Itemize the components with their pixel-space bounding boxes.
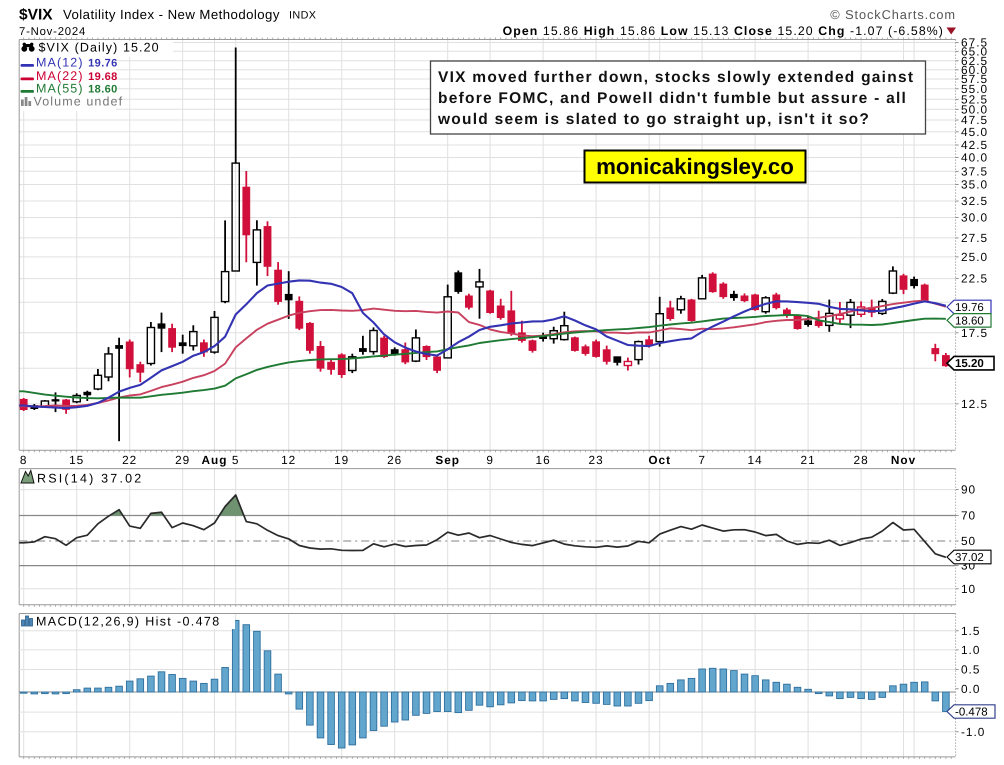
svg-text:0.0: 0.0 [961, 682, 980, 696]
svg-text:5: 5 [232, 453, 240, 467]
svg-text:16: 16 [536, 453, 551, 467]
svg-text:42.5: 42.5 [961, 138, 988, 152]
svg-text:19.76: 19.76 [955, 302, 984, 314]
svg-text:50: 50 [961, 534, 976, 548]
svg-text:22.5: 22.5 [961, 272, 988, 286]
svg-text:Oct: Oct [648, 453, 671, 467]
svg-text:$VIX: $VIX [19, 7, 53, 24]
svg-text:52.5: 52.5 [961, 92, 988, 106]
svg-text:26: 26 [387, 453, 402, 467]
svg-text:14: 14 [748, 453, 763, 467]
svg-text:1.5: 1.5 [961, 624, 980, 638]
svg-text:monicakingsley.co: monicakingsley.co [596, 154, 794, 179]
svg-text:25.0: 25.0 [961, 250, 988, 264]
svg-text:55.0: 55.0 [961, 82, 988, 96]
svg-text:INDX: INDX [289, 10, 316, 22]
svg-text:12: 12 [281, 453, 296, 467]
svg-text:0.5: 0.5 [961, 663, 980, 677]
svg-text:© StockCharts.com: © StockCharts.com [830, 7, 956, 22]
svg-text:MA(55) 18.60: MA(55) 18.60 [36, 82, 118, 96]
svg-text:35.0: 35.0 [961, 178, 988, 192]
svg-text:Volatility Index - New Methodo: Volatility Index - New Methodology [63, 7, 280, 22]
svg-text:57.5: 57.5 [961, 72, 988, 86]
svg-text:-1.0: -1.0 [961, 725, 985, 739]
svg-text:before FOMC, and Powell didn't: before FOMC, and Powell didn't fumble bu… [438, 90, 907, 107]
svg-text:60.0: 60.0 [961, 63, 988, 77]
svg-text:Open 15.86 High 15.86 Low 15.1: Open 15.86 High 15.86 Low 15.13 Close 15… [503, 24, 944, 38]
svg-text:18.60: 18.60 [955, 315, 984, 327]
svg-text:12.5: 12.5 [961, 397, 988, 411]
svg-text:VIX moved further down, stocks: VIX moved further down, stocks slowly ex… [438, 69, 914, 86]
svg-text:30.0: 30.0 [961, 211, 988, 225]
svg-text:17.5: 17.5 [961, 326, 988, 340]
svg-text:28: 28 [854, 453, 869, 467]
svg-text:50.0: 50.0 [961, 102, 988, 116]
svg-text:10: 10 [961, 582, 976, 596]
svg-text:37.02: 37.02 [955, 552, 984, 564]
svg-text:Sep: Sep [435, 453, 460, 467]
svg-text:15.20: 15.20 [955, 358, 984, 370]
svg-text:70: 70 [961, 509, 976, 523]
svg-text:Volume undef: Volume undef [34, 95, 124, 109]
svg-text:90: 90 [961, 483, 976, 497]
svg-text:40.0: 40.0 [961, 151, 988, 165]
svg-text:7: 7 [698, 453, 706, 467]
svg-text:19: 19 [334, 453, 349, 467]
svg-text:37.5: 37.5 [961, 164, 988, 178]
svg-text:29: 29 [175, 453, 190, 467]
svg-text:47.5: 47.5 [961, 113, 988, 127]
svg-text:RSI(14) 37.02: RSI(14) 37.02 [37, 472, 143, 486]
svg-text:62.5: 62.5 [961, 54, 988, 68]
svg-text:23: 23 [589, 453, 604, 467]
svg-text:15: 15 [69, 453, 84, 467]
svg-text:Aug: Aug [202, 453, 228, 467]
svg-text:21: 21 [801, 453, 816, 467]
svg-text:$VIX (Daily) 15.20: $VIX (Daily) 15.20 [39, 41, 160, 55]
svg-text:Nov: Nov [891, 453, 916, 467]
svg-text:MA(12) 19.76: MA(12) 19.76 [36, 56, 118, 70]
svg-text:9: 9 [486, 453, 494, 467]
svg-text:45.0: 45.0 [961, 125, 988, 139]
svg-text:would seem is slated to go str: would seem is slated to go straight up, … [437, 111, 870, 128]
svg-text:7-Nov-2024: 7-Nov-2024 [19, 26, 86, 38]
svg-text:MA(22) 19.68: MA(22) 19.68 [36, 69, 118, 83]
svg-text:67.5: 67.5 [961, 36, 988, 50]
svg-text:65.0: 65.0 [961, 44, 988, 58]
svg-text:8: 8 [20, 453, 28, 467]
svg-text:-0.478: -0.478 [955, 707, 988, 719]
svg-text:27.5: 27.5 [961, 231, 988, 245]
svg-text:32.5: 32.5 [961, 194, 988, 208]
svg-text:MACD(12,26,9) Hist -0.478: MACD(12,26,9) Hist -0.478 [36, 615, 221, 629]
svg-text:1.0: 1.0 [961, 643, 980, 657]
svg-text:22: 22 [122, 453, 137, 467]
